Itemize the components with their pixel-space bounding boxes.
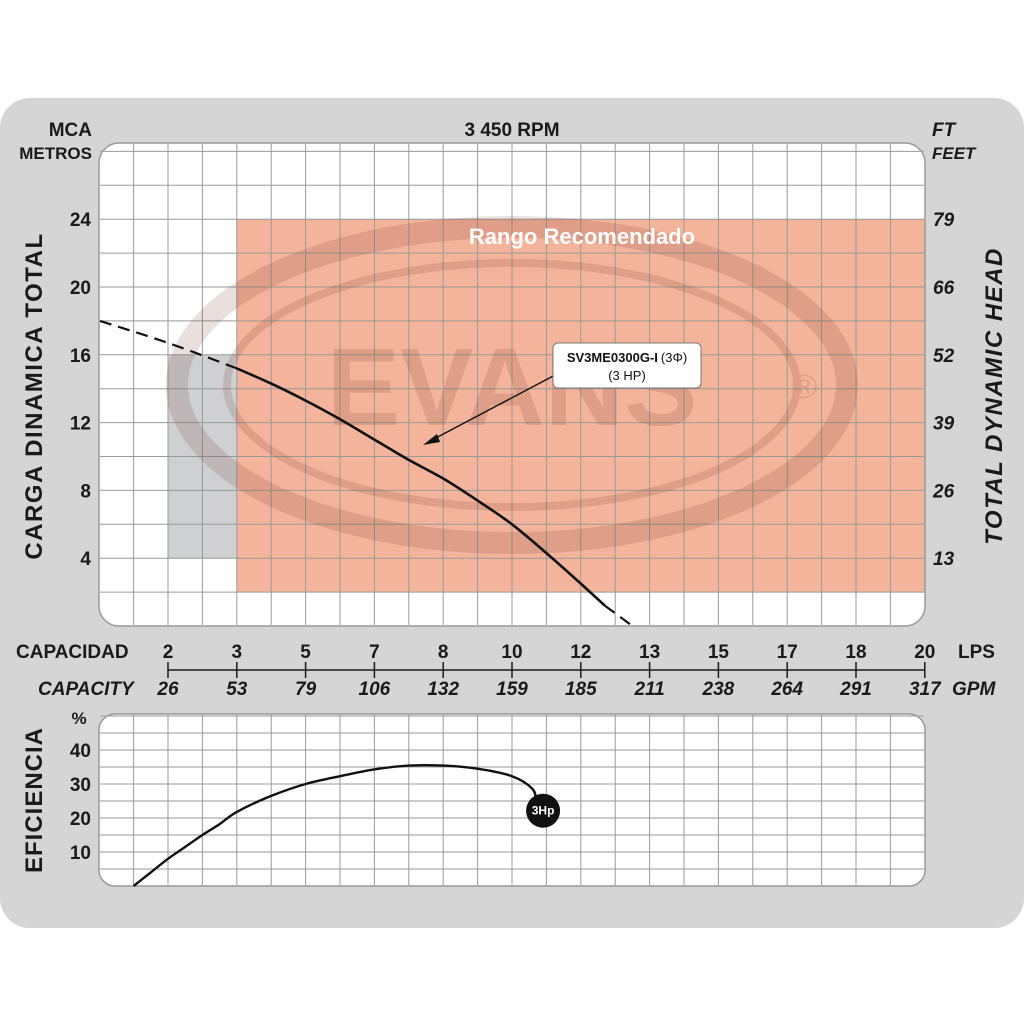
- pump-curve-solid: [236, 367, 606, 607]
- y-tick-left: 16: [70, 346, 91, 367]
- x-unit-lps: LPS: [958, 642, 995, 663]
- left-unit-bottom: METROS: [19, 144, 92, 163]
- efficiency-curve: [132, 763, 538, 887]
- x-tick-lps: 5: [300, 642, 311, 663]
- x-tick-gpm: 211: [633, 679, 664, 700]
- efficiency-curve-label: 3Hp: [532, 804, 555, 818]
- x-ticks: 2 26 3 53 5 79 7 106 8 132 10 159 12 185 13 211 15 238 17 2…: [156, 642, 942, 700]
- efficiency-tick: 40: [70, 741, 91, 762]
- x-tick-gpm: 106: [359, 679, 391, 700]
- x-tick-lps: 17: [777, 642, 798, 663]
- x-axis-label-capacity: CAPACITY: [38, 679, 136, 700]
- model-phase: (3Φ): [661, 350, 687, 365]
- x-axis-label-capacidad: CAPACIDAD: [16, 642, 129, 663]
- efficiency-tick: 20: [70, 809, 91, 830]
- y-ticks-right: 13 26 39 52 66 79: [932, 210, 955, 570]
- x-tick-lps: 10: [501, 642, 522, 663]
- x-tick-gpm: 185: [565, 679, 597, 700]
- head-plot-border: [98, 142, 926, 627]
- model-callout-title: SV3ME0300G-I (3Φ): [567, 350, 687, 365]
- x-tick-gpm: 53: [226, 679, 248, 700]
- x-tick-gpm: 159: [496, 679, 528, 700]
- rpm-title: 3 450 RPM: [464, 120, 559, 141]
- x-tick-lps: 12: [570, 642, 591, 663]
- y-tick-left: 12: [70, 414, 91, 435]
- x-tick-gpm: 264: [770, 679, 803, 700]
- y-tick-left: 20: [70, 278, 91, 299]
- y-tick-right: 13: [933, 549, 955, 570]
- x-tick-gpm: 291: [839, 679, 872, 700]
- model-name: SV3ME0300G-I: [567, 350, 658, 365]
- y-tick-right: 79: [933, 210, 955, 231]
- recommended-range-label: Rango Recomendado: [469, 224, 695, 249]
- efficiency-curve-marker: [526, 793, 561, 828]
- model-callout-box: [552, 342, 702, 389]
- x-tick-lps: 20: [914, 642, 935, 663]
- watermark-inner-ellipse: [223, 259, 801, 511]
- x-tick-gpm: 317: [909, 679, 942, 700]
- y-axis-label-left: CARGA DINAMICA TOTAL: [21, 232, 48, 559]
- model-power: (3 HP): [608, 368, 646, 383]
- model-callout-arrow-head: [423, 434, 440, 445]
- y-ticks-left: 4 8 12 16 20 24: [70, 210, 92, 570]
- x-tick-lps: 2: [163, 642, 174, 663]
- x-tick-lps: 13: [639, 642, 660, 663]
- x-tick-gpm: 26: [156, 679, 179, 700]
- efficiency-unit: %: [71, 709, 86, 728]
- efficiency-plot-border: [98, 713, 926, 887]
- efficiency-ticks: 10 20 30 40: [70, 741, 91, 864]
- x-tick-gpm: 79: [295, 679, 317, 700]
- right-unit-top: FT: [932, 120, 957, 141]
- efficiency-axis-label: EFICIENCIA: [21, 727, 48, 873]
- efficiency-tick: 10: [70, 843, 91, 864]
- watermark-registered-mark: ®: [792, 368, 817, 406]
- pump-curve-dashed-end: [604, 604, 634, 627]
- x-tick-lps: 15: [708, 642, 730, 663]
- x-tick-gpm: 132: [427, 679, 459, 700]
- x-tick-lps: 3: [232, 642, 243, 663]
- x-unit-gpm: GPM: [952, 679, 996, 700]
- y-tick-left: 8: [80, 481, 91, 502]
- x-tick-lps: 7: [369, 642, 380, 663]
- watermark-outer-ellipse: [166, 216, 858, 554]
- x-tick-lps: 18: [845, 642, 866, 663]
- x-tick-lps: 8: [438, 642, 449, 663]
- efficiency-tick: 30: [70, 775, 91, 796]
- y-tick-left: 4: [80, 549, 91, 570]
- y-axis-label-right: TOTAL DYNAMIC HEAD: [981, 247, 1008, 545]
- model-callout-arrow-line: [431, 373, 558, 441]
- y-tick-right: 26: [932, 481, 955, 502]
- x-tick-gpm: 238: [702, 679, 735, 700]
- left-unit-top: MCA: [49, 120, 93, 141]
- y-tick-right: 66: [933, 278, 955, 299]
- right-unit-bottom: FEET: [932, 144, 977, 163]
- y-tick-right: 52: [933, 346, 955, 367]
- y-tick-right: 39: [933, 414, 955, 435]
- y-tick-left: 24: [70, 210, 92, 231]
